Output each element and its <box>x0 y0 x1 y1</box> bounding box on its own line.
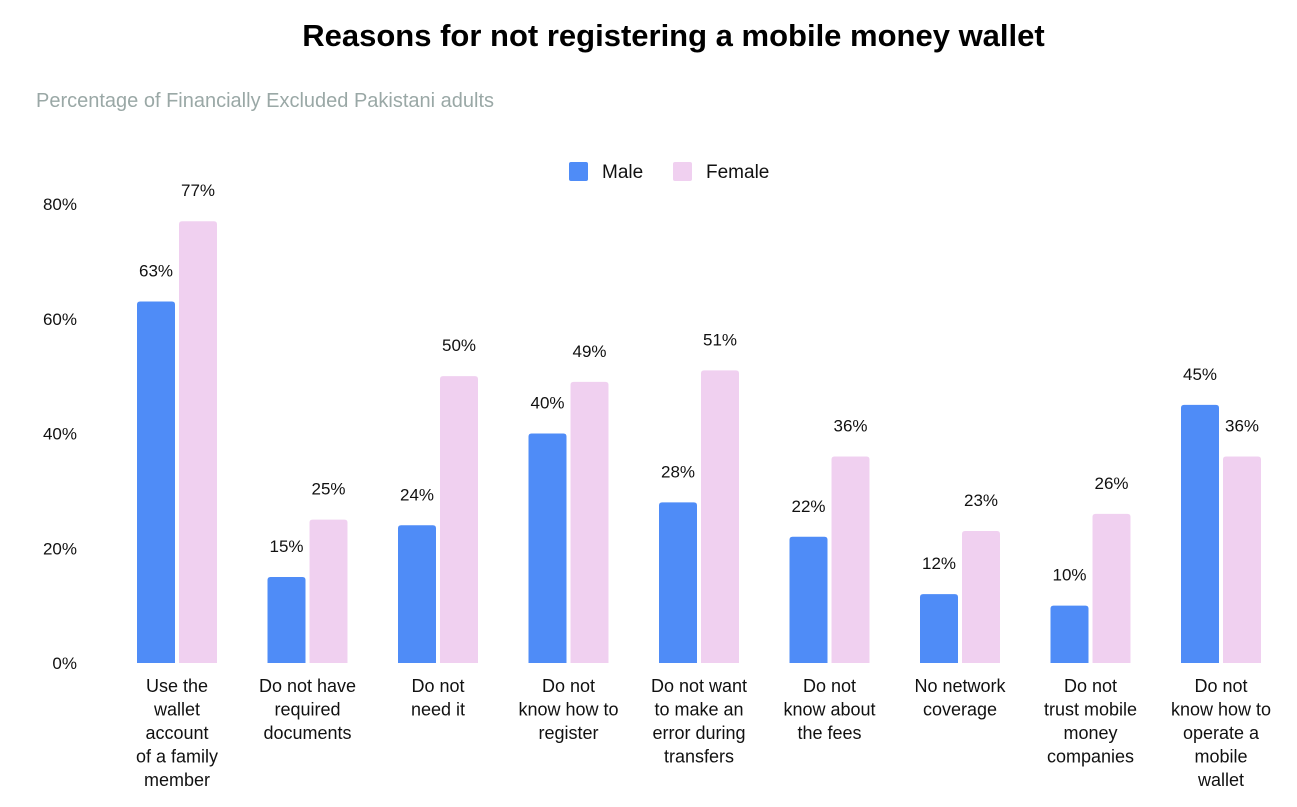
data-label-male: 40% <box>530 394 564 413</box>
y-axis: 0% 20% 40% 60% 80% <box>43 195 77 673</box>
data-label-female: 36% <box>833 416 867 435</box>
bar-female-3 <box>570 381 609 663</box>
bar-male-6 <box>920 594 958 663</box>
bar-male-2 <box>398 525 436 663</box>
category-label-line: wallet <box>153 700 200 720</box>
category-label-line: Use the <box>146 676 208 696</box>
bar-female-5 <box>831 456 870 663</box>
bar-male-8 <box>1181 404 1219 663</box>
category-label-line: account <box>145 723 208 743</box>
x-axis: Use the wallet account of a family member Do … <box>136 676 1271 790</box>
data-label-male: 12% <box>922 554 956 573</box>
data-label-female: 36% <box>1225 416 1259 435</box>
bar-female-7 <box>1092 513 1131 663</box>
data-label-female: 26% <box>1094 474 1128 493</box>
category-label-line: the fees <box>797 723 861 743</box>
category-label-line: No network <box>914 676 1006 696</box>
bar-female-6 <box>962 531 1000 663</box>
data-label-female: 77% <box>181 181 215 200</box>
bar-male-0 <box>137 301 175 663</box>
category-label-line: trust mobile <box>1044 700 1137 720</box>
bar-male-5 <box>789 536 828 663</box>
y-tick-label: 60% <box>43 310 77 329</box>
bar-male-1 <box>267 576 306 663</box>
legend-swatch-female <box>673 162 692 181</box>
category-label: No network coverage <box>914 676 1006 720</box>
category-label-line: Do not <box>1194 676 1247 696</box>
bar-male-3 <box>528 433 567 663</box>
category-label: Do not know how to operate a mobile wallet <box>1171 676 1271 790</box>
legend: Male Female <box>569 162 769 183</box>
y-tick-label: 0% <box>52 654 77 673</box>
category-label-line: wallet <box>1197 770 1244 790</box>
bar-female-0 <box>179 221 217 663</box>
category-label-line: Do not want <box>651 676 747 696</box>
chart-title: Reasons for not registering a mobile mon… <box>302 18 1045 53</box>
category-label-line: Do not <box>411 676 464 696</box>
category-label: Do not need it <box>411 676 465 720</box>
category-label-line: companies <box>1047 747 1134 767</box>
category-label-line: mobile <box>1194 747 1247 767</box>
data-label-male: 22% <box>791 497 825 516</box>
data-label-female: 25% <box>311 480 345 499</box>
category-label-line: member <box>144 770 210 790</box>
data-label-male: 28% <box>661 462 695 481</box>
data-label-male: 24% <box>400 485 434 504</box>
bar-female-2 <box>440 376 478 663</box>
category-label-line: error during <box>652 723 745 743</box>
category-label-line: Do not have <box>259 676 356 696</box>
y-tick-label: 40% <box>43 425 77 444</box>
data-label-female: 49% <box>572 342 606 361</box>
category-label-line: required <box>274 700 340 720</box>
bar-female-1 <box>309 519 348 663</box>
category-label: Do not have required documents <box>259 676 356 743</box>
category-label: Do not know about the fees <box>783 676 875 743</box>
legend-label-female: Female <box>706 162 769 183</box>
data-label-male: 10% <box>1052 566 1086 585</box>
category-label-line: coverage <box>923 700 997 720</box>
category-label-line: know about <box>783 700 875 720</box>
category-label-line: documents <box>263 723 351 743</box>
category-label-line: need it <box>411 700 465 720</box>
bar-male-7 <box>1050 605 1089 663</box>
category-label-line: transfers <box>664 747 734 767</box>
category-label-line: operate a <box>1183 723 1260 743</box>
category-label-line: register <box>538 723 598 743</box>
category-label-line: Do not <box>1064 676 1117 696</box>
category-label: Do not trust mobile money companies <box>1044 676 1137 767</box>
data-label-male: 45% <box>1183 365 1217 384</box>
y-tick-label: 20% <box>43 539 77 558</box>
data-label-female: 23% <box>964 491 998 510</box>
category-label-line: money <box>1063 723 1117 743</box>
data-label-female: 50% <box>442 336 476 355</box>
category-label-line: Do not <box>542 676 595 696</box>
y-tick-label: 80% <box>43 195 77 214</box>
category-label-line: of a family <box>136 747 218 767</box>
category-label-line: to make an <box>654 700 743 720</box>
data-label-male: 63% <box>139 262 173 281</box>
category-label-line: Do not <box>803 676 856 696</box>
data-label-male: 15% <box>269 537 303 556</box>
legend-swatch-male <box>569 162 588 181</box>
data-label-female: 51% <box>703 330 737 349</box>
bar-female-4 <box>701 370 739 663</box>
category-label: Use the wallet account of a family member <box>136 676 218 790</box>
bar-female-8 <box>1223 456 1261 663</box>
category-label-line: know how to <box>518 700 618 720</box>
category-label: Do not want to make an error during transfe… <box>651 676 747 767</box>
category-label-line: know how to <box>1171 700 1271 720</box>
bar-male-4 <box>659 502 697 663</box>
bars: 63% 77% 15% 25% 24% 50% 40% 49% 28% 51% 22% 36% 12% 2… <box>137 181 1261 663</box>
legend-label-male: Male <box>602 162 643 183</box>
chart-subtitle: Percentage of Financially Excluded Pakis… <box>36 90 495 112</box>
category-label: Do not know how to register <box>518 676 618 743</box>
